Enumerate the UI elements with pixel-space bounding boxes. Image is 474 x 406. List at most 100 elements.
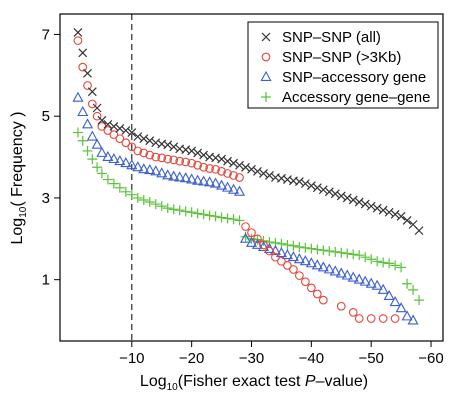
- point-snp-snp-all: [87, 87, 97, 97]
- point-snp-snp-all: [241, 162, 250, 172]
- point-snp-accessory-gene: [353, 273, 365, 284]
- point-snp-accessory-gene: [138, 163, 150, 174]
- point-snp-accessory-gene: [281, 249, 293, 260]
- point-snp-snp-all: [73, 27, 83, 37]
- point-snp-snp-all: [235, 160, 244, 170]
- x-tick-label: −60: [418, 350, 443, 367]
- point-accessory-gene-gene: [318, 245, 329, 256]
- point-accessory-gene-gene: [150, 199, 161, 210]
- y-axis-label: Log10( Frequency ): [9, 112, 29, 245]
- point-snp-snp-all: [78, 48, 88, 58]
- point-accessory-gene-gene: [336, 247, 347, 258]
- point-accessory-gene-gene: [282, 239, 293, 250]
- legend-label-snp-snp-3kb: SNP–SNP (>3Kb): [282, 49, 401, 66]
- point-snp-snp-3kb: [336, 301, 346, 311]
- point-snp-accessory-gene: [150, 165, 162, 176]
- point-snp-snp-all: [336, 191, 346, 201]
- point-snp-snp-all: [193, 148, 203, 158]
- point-accessory-gene-gene: [156, 201, 167, 212]
- point-snp-snp-3kb: [390, 314, 400, 323]
- point-snp-snp-3kb: [181, 157, 191, 167]
- point-snp-snp-3kb: [271, 252, 280, 262]
- y-tick-label: 5: [42, 108, 50, 125]
- point-accessory-gene-gene: [396, 262, 407, 273]
- point-accessory-gene-gene: [186, 207, 197, 218]
- point-snp-snp-all: [163, 140, 173, 150]
- legend-marker-plus-icon: [261, 92, 271, 102]
- point-snp-accessory-gene: [204, 176, 216, 187]
- point-snp-snp-all: [396, 211, 406, 221]
- point-accessory-gene-gene: [216, 212, 227, 223]
- point-snp-accessory-gene: [162, 169, 174, 180]
- point-snp-snp-3kb: [169, 155, 179, 165]
- point-accessory-gene-gene: [120, 186, 131, 197]
- point-snp-snp-3kb: [121, 138, 131, 148]
- point-snp-snp-all: [187, 146, 197, 156]
- point-accessory-gene-gene: [108, 178, 119, 189]
- point-snp-snp-3kb: [83, 81, 92, 90]
- y-tick-label: 3: [42, 190, 50, 207]
- point-snp-snp-all: [169, 142, 179, 152]
- point-snp-snp-all: [354, 197, 364, 207]
- point-snp-snp-all: [83, 68, 92, 78]
- point-snp-accessory-gene: [174, 171, 186, 182]
- point-snp-snp-all: [318, 185, 328, 195]
- legend-marker-triangle-icon: [260, 70, 272, 81]
- point-snp-snp-all: [372, 203, 382, 213]
- point-accessory-gene-gene: [234, 215, 245, 226]
- point-accessory-gene-gene: [168, 204, 179, 215]
- point-snp-snp-all: [253, 166, 262, 176]
- point-snp-snp-3kb: [259, 240, 268, 250]
- point-snp-accessory-gene: [186, 173, 198, 184]
- point-accessory-gene-gene: [366, 254, 377, 265]
- point-snp-accessory-gene: [305, 257, 317, 268]
- point-snp-snp-3kb: [247, 228, 256, 238]
- point-snp-snp-3kb: [157, 153, 167, 163]
- point-snp-snp-3kb: [78, 62, 88, 72]
- point-snp-accessory-gene: [132, 161, 144, 172]
- point-snp-accessory-gene: [323, 263, 335, 274]
- point-snp-snp-all: [360, 199, 370, 209]
- point-snp-snp-3kb: [306, 283, 316, 293]
- point-snp-snp-all: [217, 154, 227, 164]
- point-snp-snp-all: [306, 181, 316, 191]
- point-snp-accessory-gene: [317, 261, 329, 272]
- point-snp-snp-3kb: [223, 169, 232, 178]
- point-accessory-gene-gene: [300, 242, 311, 253]
- point-accessory-gene-gene: [222, 213, 233, 224]
- point-snp-accessory-gene: [234, 185, 246, 196]
- point-snp-accessory-gene: [401, 310, 413, 321]
- point-snp-snp-3kb: [211, 164, 220, 174]
- point-snp-snp-3kb: [187, 158, 197, 168]
- point-snp-snp-all: [324, 187, 334, 197]
- point-accessory-gene-gene: [204, 210, 215, 221]
- point-accessory-gene-gene: [354, 250, 365, 261]
- point-snp-accessory-gene: [365, 277, 377, 288]
- x-tick-label: −40: [299, 350, 324, 367]
- point-accessory-gene-gene: [126, 189, 137, 200]
- point-snp-snp-all: [109, 121, 119, 131]
- point-accessory-gene-gene: [132, 192, 143, 203]
- point-snp-snp-all: [103, 119, 113, 129]
- point-snp-accessory-gene: [96, 146, 108, 157]
- point-snp-snp-3kb: [92, 111, 102, 121]
- point-snp-snp-3kb: [145, 150, 155, 160]
- point-snp-accessory-gene: [293, 253, 305, 264]
- point-snp-snp-3kb: [205, 164, 214, 173]
- point-snp-snp-all: [199, 150, 209, 160]
- point-snp-snp-3kb: [133, 146, 143, 156]
- point-snp-accessory-gene: [257, 240, 269, 251]
- point-snp-accessory-gene: [377, 283, 389, 294]
- legend-label-snp-accessory-gene: SNP–accessory gene: [282, 69, 426, 86]
- point-snp-snp-3kb: [235, 173, 244, 182]
- point-accessory-gene-gene: [180, 206, 191, 217]
- point-accessory-gene-gene: [288, 240, 299, 251]
- point-snp-accessory-gene: [114, 155, 126, 166]
- point-accessory-gene-gene: [312, 244, 323, 255]
- point-accessory-gene-gene: [324, 246, 335, 257]
- point-snp-snp-3kb: [163, 154, 173, 164]
- point-snp-snp-3kb: [354, 314, 364, 323]
- point-snp-accessory-gene: [287, 251, 299, 262]
- point-snp-snp-all: [121, 126, 131, 135]
